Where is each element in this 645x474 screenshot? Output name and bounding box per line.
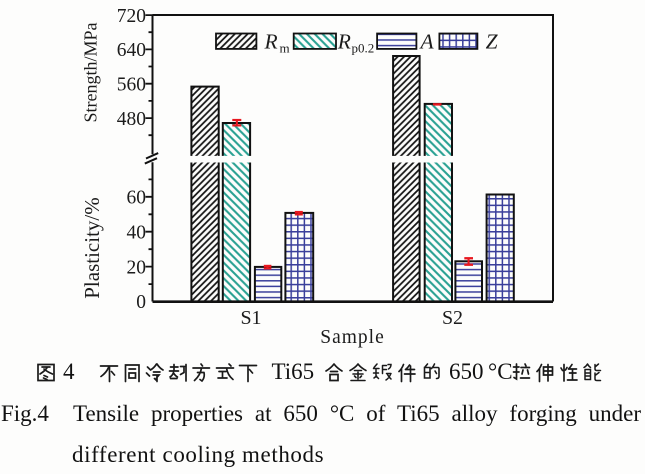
svg-text:Z: Z bbox=[486, 29, 499, 53]
svg-text:Plasticity/%: Plasticity/% bbox=[80, 197, 104, 299]
svg-text:S1: S1 bbox=[240, 307, 261, 329]
svg-text:480: 480 bbox=[117, 109, 146, 130]
svg-text:S2: S2 bbox=[442, 307, 463, 329]
svg-text:R: R bbox=[337, 29, 351, 53]
svg-text:640: 640 bbox=[117, 40, 146, 61]
svg-text:20: 20 bbox=[127, 257, 147, 278]
svg-text:40: 40 bbox=[127, 222, 147, 243]
svg-text:60: 60 bbox=[127, 188, 147, 209]
svg-text:Strength/MPa: Strength/MPa bbox=[81, 22, 101, 122]
svg-text:0: 0 bbox=[136, 292, 146, 313]
svg-text:R: R bbox=[264, 29, 278, 53]
svg-text:Sample: Sample bbox=[320, 327, 385, 348]
svg-text:560: 560 bbox=[117, 74, 146, 95]
svg-text:A: A bbox=[419, 29, 435, 53]
svg-text:m: m bbox=[280, 41, 290, 56]
svg-text:720: 720 bbox=[117, 6, 146, 27]
svg-text:p0.2: p0.2 bbox=[352, 41, 375, 56]
